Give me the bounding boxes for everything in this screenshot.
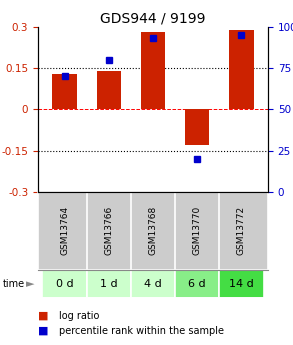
Text: GSM13770: GSM13770 bbox=[193, 206, 202, 255]
Bar bbox=[87, 270, 131, 298]
Text: GSM13772: GSM13772 bbox=[237, 206, 246, 255]
Bar bbox=[175, 270, 219, 298]
Bar bbox=[219, 270, 264, 298]
Title: GDS944 / 9199: GDS944 / 9199 bbox=[100, 12, 206, 26]
Text: GSM13768: GSM13768 bbox=[149, 206, 158, 255]
Bar bbox=[52, 73, 77, 109]
Bar bbox=[42, 270, 87, 298]
Bar bbox=[131, 270, 175, 298]
Text: GSM13764: GSM13764 bbox=[60, 206, 69, 255]
Text: 14 d: 14 d bbox=[229, 279, 254, 289]
Text: 4 d: 4 d bbox=[144, 279, 162, 289]
Text: percentile rank within the sample: percentile rank within the sample bbox=[59, 326, 224, 336]
Bar bbox=[185, 109, 209, 145]
Text: 1 d: 1 d bbox=[100, 279, 117, 289]
Bar bbox=[141, 32, 165, 109]
Text: time: time bbox=[3, 279, 25, 289]
Text: 0 d: 0 d bbox=[56, 279, 73, 289]
Text: GSM13766: GSM13766 bbox=[104, 206, 113, 255]
Text: ■: ■ bbox=[38, 326, 49, 336]
Text: 6 d: 6 d bbox=[188, 279, 206, 289]
Bar bbox=[229, 30, 254, 109]
Text: log ratio: log ratio bbox=[59, 310, 99, 321]
Text: ■: ■ bbox=[38, 310, 49, 321]
Text: ►: ► bbox=[26, 279, 35, 289]
Bar bbox=[97, 71, 121, 109]
